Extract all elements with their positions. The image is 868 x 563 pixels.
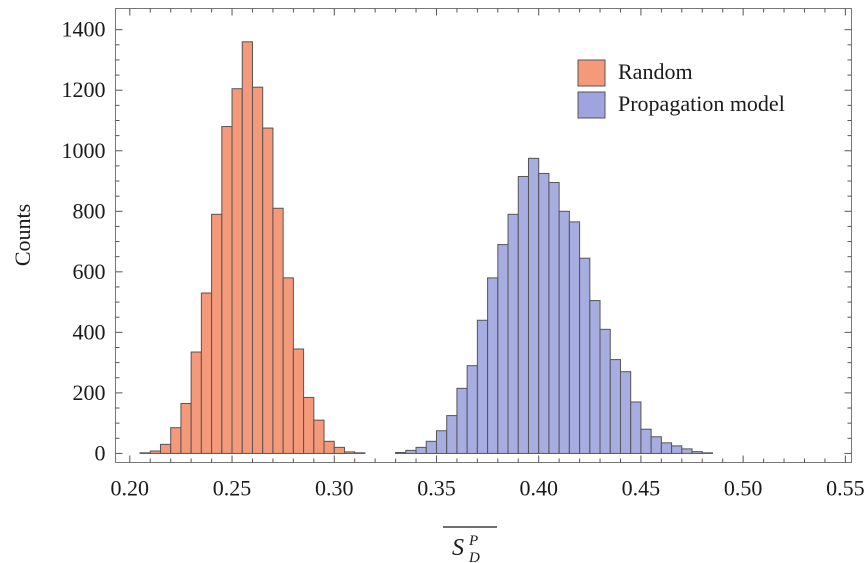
y-tick-label: 600: [73, 259, 106, 284]
bar: [701, 452, 713, 454]
bar: [415, 446, 427, 454]
tick-labels-layer: 0.20 0.25 0.30 0.35 0.40 0.45 0.50 0.55 0 200 400 6…: [62, 17, 865, 501]
ticks-layer: [115, 8, 852, 463]
y-tick-label: 1400: [62, 17, 106, 42]
legend: Random Propagation model: [577, 59, 785, 119]
bar: [200, 292, 213, 454]
y-tick-label: 800: [73, 198, 106, 223]
bar: [476, 319, 489, 454]
bar: [579, 257, 591, 454]
bar: [323, 440, 335, 454]
series-random: [139, 41, 366, 454]
legend-label-random: Random: [618, 59, 693, 84]
x-axis-label-subscript: D: [468, 550, 480, 563]
bar: [681, 448, 693, 454]
bar: [640, 428, 652, 454]
bar: [170, 427, 182, 454]
x-tick-label: 0.40: [519, 476, 558, 501]
x-tick-label: 0.55: [826, 476, 865, 501]
bar: [527, 157, 540, 454]
bar: [487, 277, 499, 454]
bar: [619, 371, 632, 454]
bar: [333, 446, 345, 454]
bar: [272, 207, 284, 454]
bar: [262, 127, 274, 454]
bar: [507, 213, 519, 454]
bar: [425, 440, 437, 454]
x-tick-label: 0.45: [622, 476, 661, 501]
bar: [292, 348, 305, 454]
bar: [568, 221, 581, 454]
bar: [159, 443, 172, 454]
y-tick-label: 0: [95, 440, 106, 465]
bar: [282, 277, 294, 454]
bar: [190, 351, 202, 454]
bar: [139, 452, 151, 454]
bar: [251, 86, 264, 454]
y-tick-label: 400: [73, 319, 106, 344]
bar: [405, 449, 417, 454]
x-tick-label: 0.30: [315, 476, 354, 501]
bar: [313, 419, 325, 454]
legend-swatch-random: [577, 59, 606, 87]
bar: [446, 415, 458, 454]
x-tick-label: 0.20: [111, 476, 150, 501]
bar: [343, 451, 356, 454]
x-tick-label: 0.35: [417, 476, 456, 501]
legend-label-propagation-model: Propagation model: [618, 91, 785, 116]
bar: [435, 430, 448, 454]
y-tick-label: 200: [73, 380, 106, 405]
x-tick-label: 0.25: [213, 476, 252, 501]
bar: [231, 88, 243, 454]
bar: [650, 436, 662, 454]
bar: [456, 387, 468, 454]
bar: [548, 182, 560, 454]
bar: [497, 244, 509, 454]
y-tick-label: 1000: [62, 138, 106, 163]
y-tick-label: 1200: [62, 77, 106, 102]
bar: [466, 365, 478, 454]
bar: [609, 359, 621, 454]
bar: [538, 172, 550, 454]
legend-swatch-propagation-model: [577, 91, 606, 119]
bar: [589, 300, 601, 454]
x-axis-label-base: S: [452, 535, 464, 561]
bar: [599, 328, 611, 454]
bar: [517, 175, 529, 454]
bar: [660, 442, 673, 454]
bar: [395, 452, 407, 454]
bar: [671, 445, 683, 454]
bar: [630, 401, 642, 454]
x-tick-label: 0.50: [724, 476, 763, 501]
bar: [691, 451, 703, 454]
plot-frame: [115, 8, 852, 463]
bar: [211, 213, 223, 454]
x-axis-label-superscript: P: [468, 533, 478, 549]
bar: [303, 396, 315, 454]
bar: [180, 402, 192, 454]
bars-layer: [139, 41, 713, 454]
bar: [149, 450, 161, 454]
y-axis-label: Counts: [10, 204, 35, 266]
bar: [221, 126, 233, 454]
bar: [354, 452, 366, 454]
bar: [558, 210, 570, 454]
series-propagation-model: [395, 157, 713, 454]
bar: [241, 41, 253, 454]
x-axis-label: S P D: [443, 526, 497, 563]
